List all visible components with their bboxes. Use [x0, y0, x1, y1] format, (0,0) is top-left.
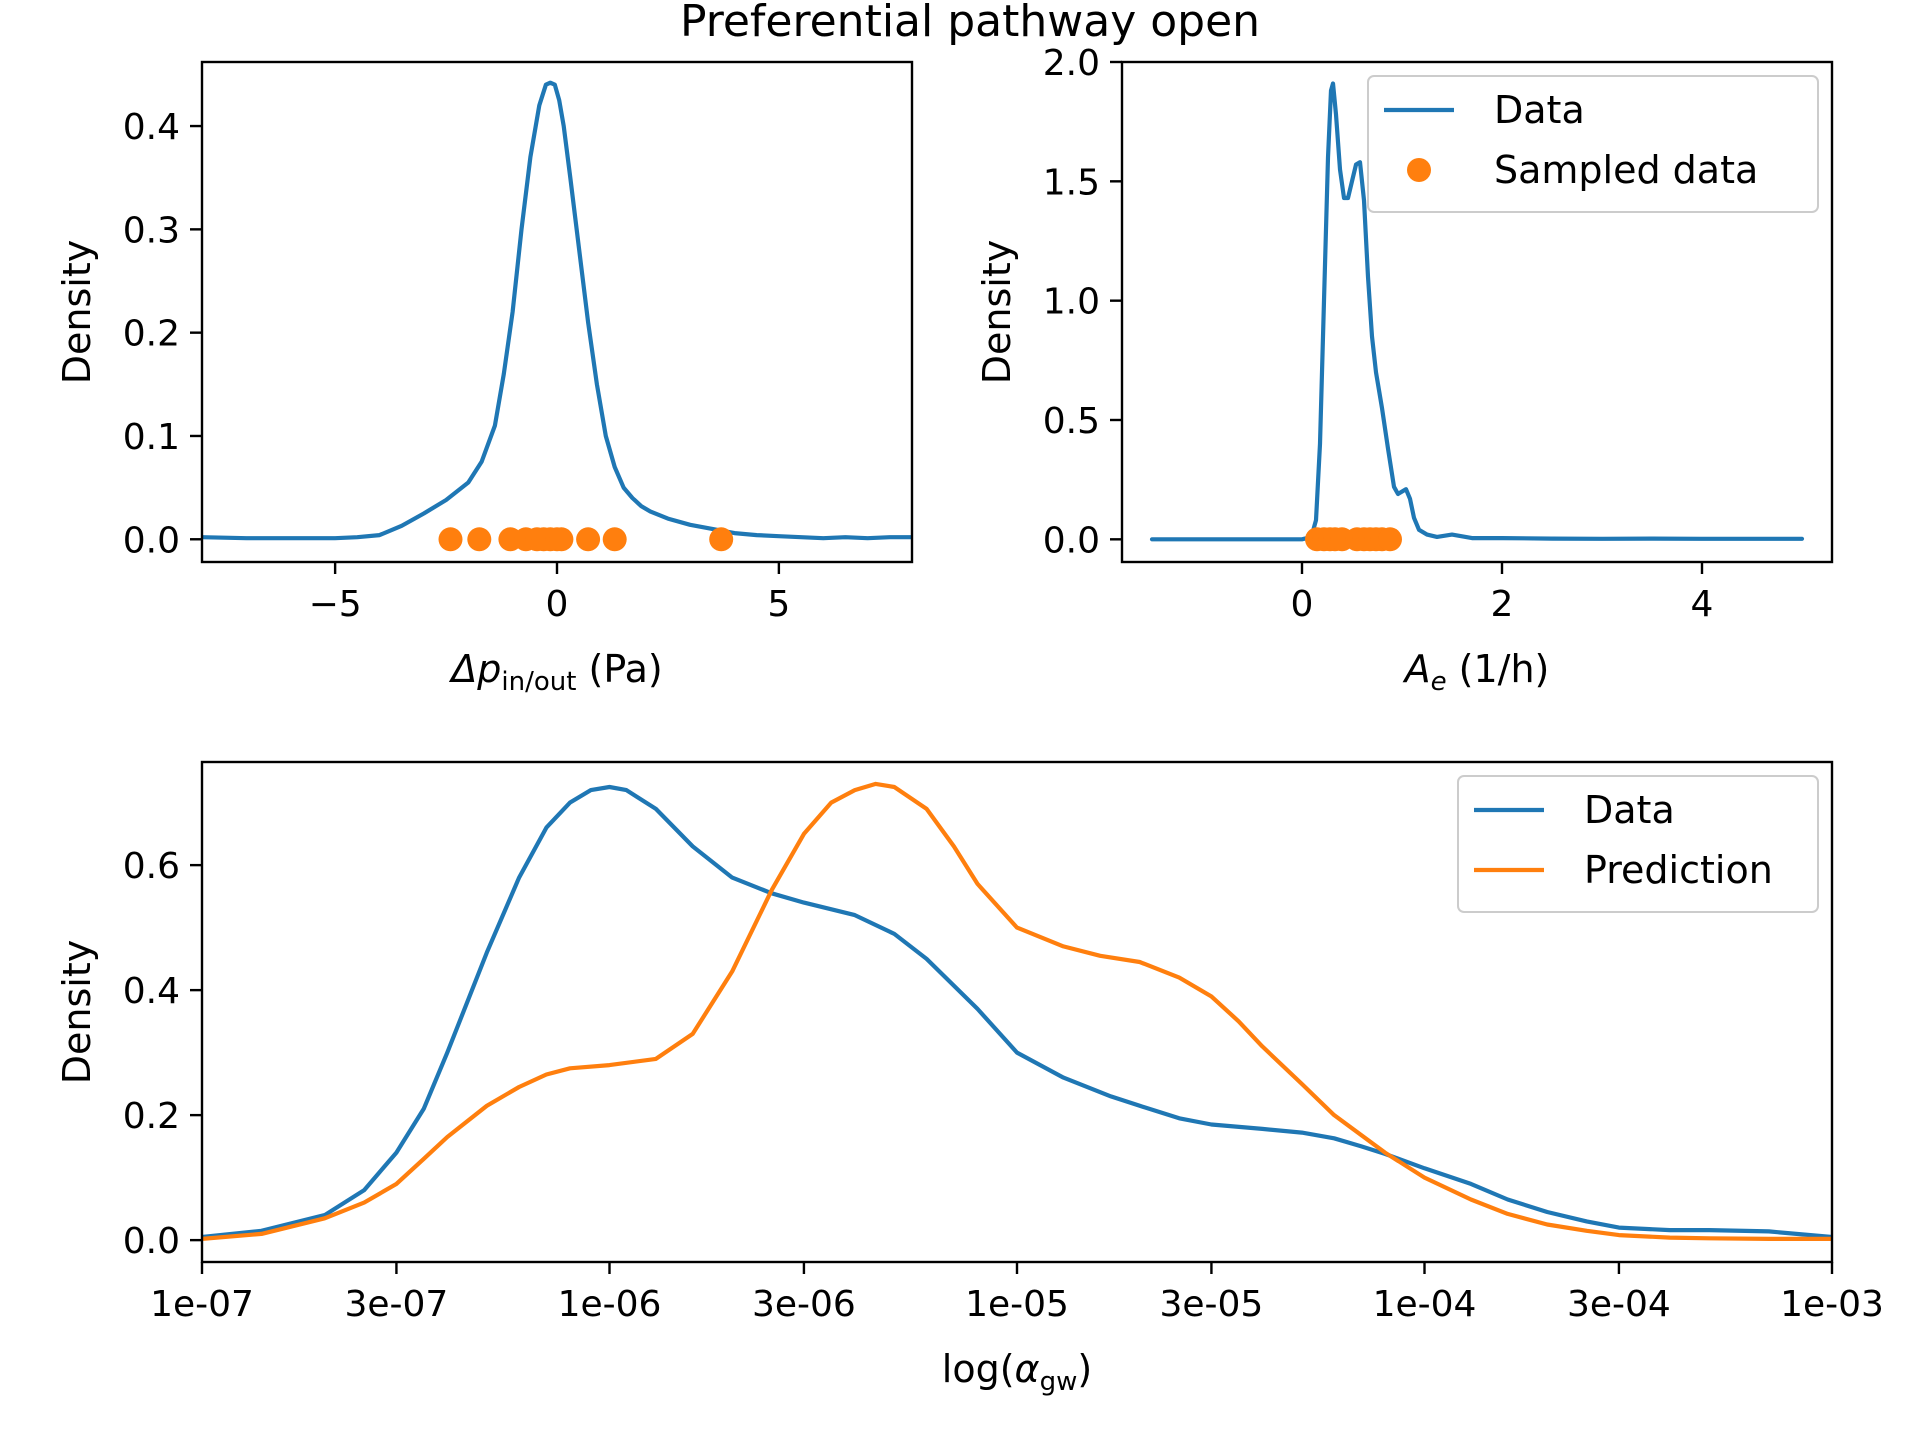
figure-title: Preferential pathway open [680, 0, 1260, 47]
x-tick-label: 1e-06 [558, 1284, 662, 1325]
x-axis-label-sub: in/out [501, 667, 576, 697]
x-tick-label: 3e-05 [1159, 1284, 1263, 1325]
axis-ticks: 1e-07 3e-07 1e-06 3e-06 1e-05 3e-05 1e-04 3e-04… [123, 846, 1884, 1325]
legend-entry: Prediction [1474, 848, 1773, 892]
plot-area [1149, 81, 1805, 552]
series-line [1149, 81, 1805, 542]
x-axis-label-pre: log( [942, 1347, 1015, 1391]
sampled-point [467, 527, 492, 552]
series-line [202, 784, 1832, 1240]
sampled-point [438, 527, 463, 552]
y-tick-label: 1.0 [1043, 282, 1100, 323]
x-axis-label: Ae (1/h) [1402, 647, 1550, 697]
sampled-point [602, 527, 627, 552]
x-tick-label: 1e-07 [150, 1284, 254, 1325]
sampled-point [1378, 527, 1402, 552]
x-axis-label: Δpin/out (Pa) [448, 647, 662, 697]
x-tick-label: 3e-06 [752, 1284, 856, 1325]
legend-label: Data [1494, 88, 1585, 132]
legend-entry: Data [1474, 788, 1675, 832]
legend-label: Prediction [1584, 848, 1773, 892]
x-tick-label: 3e-07 [344, 1284, 448, 1325]
x-axis-label-post: ) [1077, 1347, 1092, 1391]
plot-area [202, 781, 1832, 1241]
y-tick-label: 0.4 [123, 971, 180, 1012]
plot-area [202, 80, 912, 552]
legend-dot-marker [1407, 158, 1431, 182]
y-axis-label: Density [55, 240, 99, 384]
series-line [202, 781, 1832, 1241]
x-tick-label: 4 [1691, 584, 1714, 625]
x-axis-label-base: α [1015, 1347, 1040, 1391]
y-tick-label: 0.0 [1043, 520, 1100, 561]
legend: Data Sampled data [1367, 75, 1819, 213]
x-tick-label: 2 [1491, 584, 1514, 625]
chart-air-exchange-rate: 0 2 4 0.0 0.5 1.0 1.5 2.0 Density Ae (1/h) Data… [975, 43, 1834, 697]
sampled-point [549, 527, 574, 552]
x-axis-label-sub: gw [1040, 1367, 1078, 1397]
y-tick-label: 0.4 [123, 107, 180, 148]
x-tick-label: 0 [1291, 584, 1314, 625]
x-tick-label: 0 [546, 584, 569, 625]
y-tick-label: 1.5 [1043, 162, 1100, 203]
y-tick-label: 0.2 [123, 1096, 180, 1137]
y-tick-label: 0.0 [123, 1221, 180, 1262]
x-axis-label: log(αgw) [942, 1347, 1092, 1397]
x-tick-label: 1e-05 [965, 1284, 1069, 1325]
x-axis-label-base: A [1402, 647, 1431, 691]
y-tick-label: 2.0 [1043, 43, 1100, 84]
sampled-point [709, 527, 734, 552]
x-axis-label-sub: e [1431, 667, 1447, 697]
x-tick-label: 3e-04 [1567, 1284, 1671, 1325]
x-tick-label: 1e-03 [1780, 1284, 1884, 1325]
axis-ticks: −5 0 5 0.0 0.1 0.2 0.3 0.4 [123, 107, 791, 625]
axis-ticks: 0 2 4 0.0 0.5 1.0 1.5 2.0 [1043, 43, 1714, 625]
legend-label: Sampled data [1494, 148, 1758, 192]
series-line [202, 80, 912, 541]
legend-entry: Sampled data [1407, 148, 1758, 192]
x-axis-label-base: Δp [448, 647, 501, 691]
y-tick-label: 0.2 [123, 314, 180, 355]
sampled-point [576, 527, 601, 552]
axes-frame [1120, 60, 1834, 564]
legend-entry: Data [1384, 88, 1585, 132]
y-axis-label: Density [975, 240, 1019, 384]
y-tick-label: 0.5 [1043, 401, 1100, 442]
y-tick-label: 0.0 [123, 520, 180, 561]
x-axis-label-unit: (Pa) [576, 647, 662, 691]
x-tick-label: 5 [767, 584, 790, 625]
chart-pressure-difference: −5 0 5 0.0 0.1 0.2 0.3 0.4 Density Δpin/out (Pa… [55, 60, 914, 697]
y-axis-label: Density [55, 940, 99, 1084]
legend: Data Prediction [1457, 775, 1819, 913]
x-axis-label-unit: (1/h) [1447, 647, 1550, 691]
y-tick-label: 0.6 [123, 846, 180, 887]
legend-box [1457, 775, 1819, 913]
y-tick-label: 0.1 [123, 417, 180, 458]
x-tick-label: −5 [309, 584, 362, 625]
chart-attenuation-factor: 1e-07 3e-07 1e-06 3e-06 1e-05 3e-05 1e-04 3e-04… [55, 760, 1884, 1397]
legend-label: Data [1584, 788, 1675, 832]
legend-box [1367, 75, 1819, 213]
x-tick-label: 1e-04 [1373, 1284, 1477, 1325]
y-tick-label: 0.3 [123, 210, 180, 251]
